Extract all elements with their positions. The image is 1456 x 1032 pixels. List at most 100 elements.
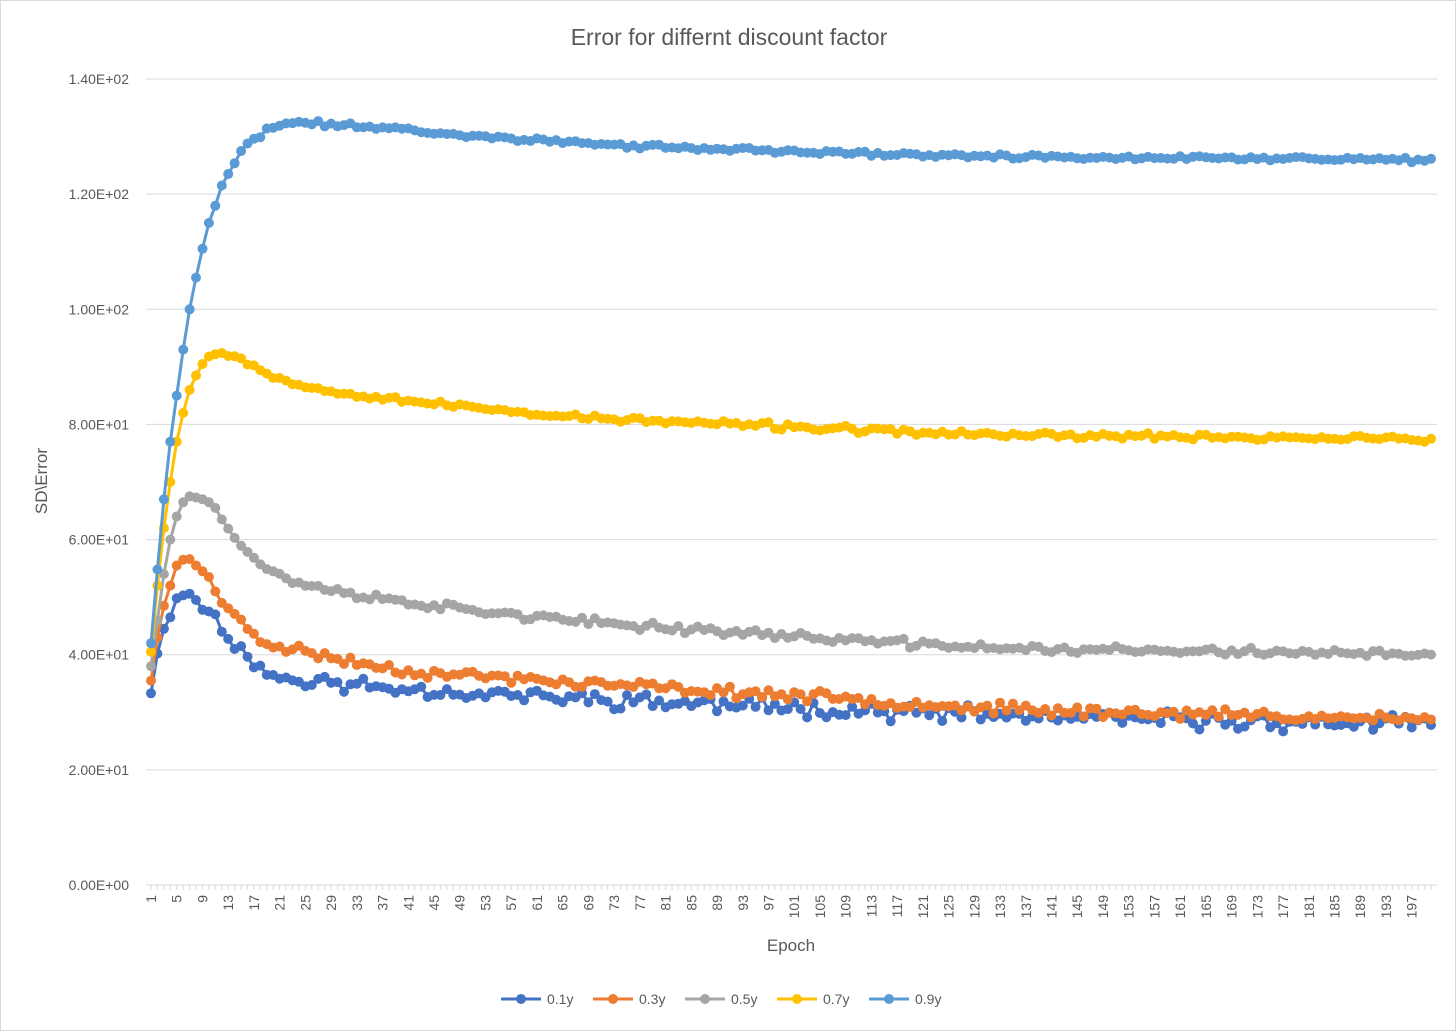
x-tick-label: 181 xyxy=(1301,895,1317,919)
data-point xyxy=(184,304,195,315)
data-point xyxy=(763,685,774,696)
x-tick-label: 137 xyxy=(1018,895,1034,919)
x-tick-label: 189 xyxy=(1352,895,1368,919)
legend-item: 0.7y xyxy=(777,991,849,1007)
data-point xyxy=(802,712,813,723)
data-point xyxy=(191,272,201,283)
data-point xyxy=(712,706,722,717)
data-point xyxy=(184,554,195,565)
data-point xyxy=(203,497,214,508)
data-point xyxy=(757,692,768,702)
y-tick-label: 1.00E+02 xyxy=(69,301,130,317)
x-tick-label: 65 xyxy=(555,895,571,911)
data-point xyxy=(191,560,201,571)
data-point xyxy=(557,697,568,708)
data-point xyxy=(191,370,201,381)
data-point xyxy=(705,690,716,701)
data-point xyxy=(641,689,652,700)
x-tick-label: 145 xyxy=(1069,895,1085,919)
y-tick-label: 8.00E+01 xyxy=(69,416,130,432)
data-point xyxy=(1194,724,1205,735)
data-point xyxy=(146,638,156,649)
data-point xyxy=(435,690,446,700)
legend-label: 0.9y xyxy=(915,991,941,1007)
legend: 0.1y 0.3y 0.5y 0.7y 0.9y xyxy=(501,991,941,1007)
y-axis-title: SD\Error xyxy=(32,448,51,514)
data-point xyxy=(236,353,247,364)
x-axis: 1 5 9 13 17 21 25 29 33 37 41 45 49 53 57 61 65 69 73 77 81 8… xyxy=(143,885,1432,919)
legend-marker xyxy=(792,994,802,1004)
x-tick-label: 153 xyxy=(1121,895,1137,919)
x-tick-label: 81 xyxy=(658,895,674,911)
x-tick-label: 89 xyxy=(709,895,725,911)
data-point xyxy=(583,619,594,630)
x-tick-label: 25 xyxy=(297,895,313,911)
data-point xyxy=(339,658,349,669)
data-point xyxy=(171,390,182,401)
data-point xyxy=(178,407,189,418)
data-point xyxy=(911,696,922,707)
data-point xyxy=(255,132,266,143)
y-tick-label: 0.00E+00 xyxy=(69,877,130,893)
series-0.7y xyxy=(146,348,1436,657)
data-point xyxy=(1188,718,1198,729)
x-tick-label: 177 xyxy=(1275,895,1291,919)
legend-item: 0.3y xyxy=(593,991,665,1007)
data-point xyxy=(1406,722,1417,733)
data-point xyxy=(750,686,761,697)
x-tick-label: 121 xyxy=(915,895,931,919)
y-tick-label: 2.00E+01 xyxy=(69,762,130,778)
y-tick-label: 1.40E+02 xyxy=(69,71,130,87)
data-point xyxy=(975,714,986,725)
data-point xyxy=(956,712,967,723)
data-point xyxy=(1168,706,1179,717)
data-point xyxy=(769,698,780,709)
x-tick-label: 69 xyxy=(580,895,596,911)
y-tick-label: 4.00E+01 xyxy=(69,647,130,663)
data-point xyxy=(937,716,948,726)
data-point xyxy=(1278,726,1289,737)
x-tick-label: 21 xyxy=(272,895,288,911)
data-point xyxy=(982,700,993,711)
data-point xyxy=(995,697,1005,708)
data-point xyxy=(178,497,189,508)
x-tick-label: 5 xyxy=(169,895,185,903)
data-point xyxy=(1207,705,1218,716)
x-tick-label: 9 xyxy=(194,895,210,903)
x-tick-label: 101 xyxy=(786,895,802,919)
x-tick-label: 93 xyxy=(735,895,751,911)
x-axis-title: Epoch xyxy=(767,936,815,955)
data-point xyxy=(223,633,234,644)
data-point xyxy=(229,532,240,543)
x-tick-label: 41 xyxy=(400,895,416,911)
data-point xyxy=(216,180,227,191)
x-tick-label: 149 xyxy=(1095,895,1111,919)
data-point xyxy=(197,359,208,369)
series-layer xyxy=(146,116,1436,737)
data-point xyxy=(885,716,896,727)
data-point xyxy=(1046,710,1057,721)
data-point xyxy=(152,564,163,575)
legend-label: 0.3y xyxy=(639,991,665,1007)
data-point xyxy=(165,612,176,623)
data-point xyxy=(499,671,510,682)
data-point xyxy=(197,566,208,577)
legend-label: 0.5y xyxy=(731,991,757,1007)
data-point xyxy=(1426,649,1436,660)
data-point xyxy=(763,705,774,716)
x-tick-label: 193 xyxy=(1378,895,1394,919)
data-point xyxy=(229,158,240,169)
x-tick-label: 133 xyxy=(992,895,1008,919)
data-point xyxy=(795,689,806,700)
data-point xyxy=(210,200,221,211)
data-point xyxy=(358,673,369,684)
x-tick-label: 53 xyxy=(477,895,493,911)
data-point xyxy=(763,417,774,428)
data-point xyxy=(795,704,806,714)
series-line xyxy=(149,119,1432,644)
data-point xyxy=(416,681,427,692)
data-point xyxy=(248,628,259,639)
data-point xyxy=(242,651,253,662)
